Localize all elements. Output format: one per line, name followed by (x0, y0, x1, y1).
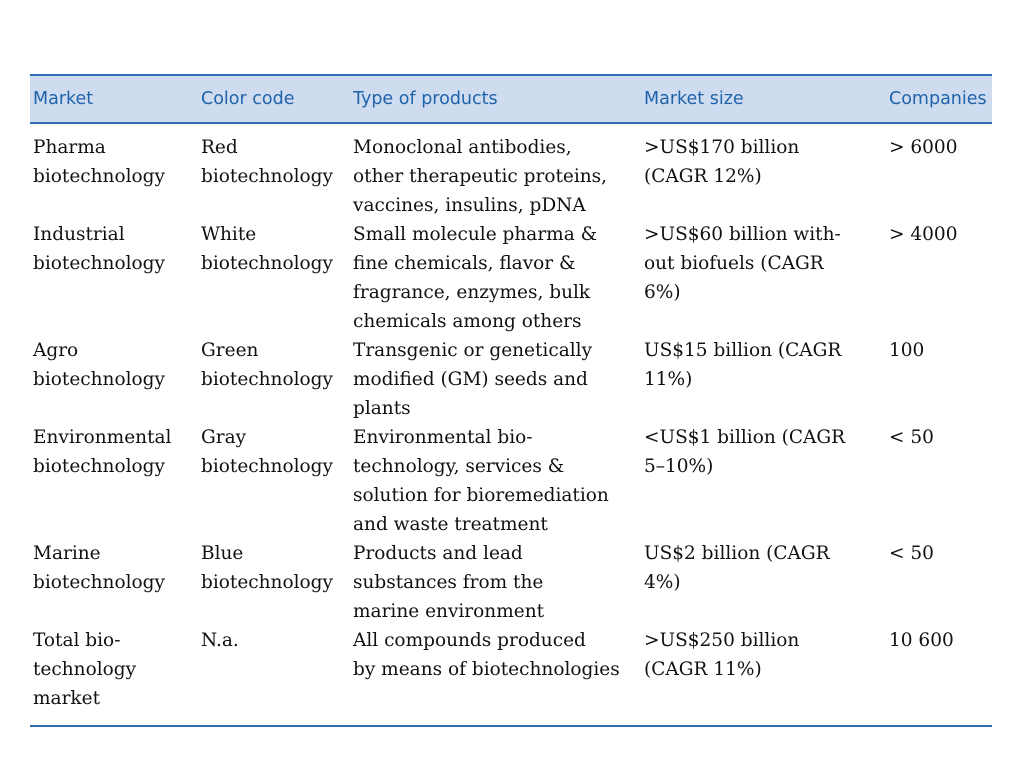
cell-products-text: Monoclonal antibodies, other therapeutic… (353, 137, 608, 216)
cell-companies: 100 (886, 336, 992, 423)
cell-market: Pharma biotechnology (30, 123, 198, 220)
cell-companies: > 6000 (886, 123, 992, 220)
cell-market-text: Marine biotechnology (33, 543, 165, 593)
table-row: Environmental biotechnology Gray biotech… (30, 423, 992, 539)
cell-market-text: Industrial biotechnology (33, 224, 165, 274)
cell-color-code: White biotechnology (198, 220, 350, 336)
cell-color-code-text: Red biotechnology (201, 137, 333, 187)
cell-companies-text: 100 (889, 340, 925, 361)
cell-color-code-text: Blue biotechnology (201, 543, 333, 593)
cell-market-size: >US$60 billion with- out biofuels (CAGR … (641, 220, 886, 336)
cell-market: Marine biotechnology (30, 539, 198, 626)
table-row: Pharma biotechnology Red biotechnology M… (30, 123, 992, 220)
table-header: Market Color code Type of products Marke… (30, 74, 992, 124)
cell-color-code: Green biotechnology (198, 336, 350, 423)
cell-market-text: Pharma biotechnology (33, 137, 165, 187)
cell-products-text: All compounds produced by means of biote… (353, 630, 620, 680)
cell-market-size-text: >US$60 billion with- out biofuels (CAGR … (644, 224, 841, 303)
cell-color-code: Gray biotechnology (198, 423, 350, 539)
table-row: Marine biotechnology Blue biotechnology … (30, 539, 992, 626)
cell-products-text: Environmental bio- technology, services … (353, 427, 609, 535)
cell-products: All compounds produced by means of biote… (350, 626, 641, 725)
cell-products-text: Small molecule pharma & fine chemicals, … (353, 224, 598, 332)
cell-companies: < 50 (886, 423, 992, 539)
cell-products-text: Transgenic or genetically modified (GM) … (353, 340, 593, 419)
cell-companies-text: > 6000 (889, 137, 958, 158)
header-row: Market Color code Type of products Marke… (30, 74, 992, 124)
cell-color-code-text: White biotechnology (201, 224, 333, 274)
header-market: Market (30, 74, 198, 124)
cell-products: Monoclonal antibodies, other therapeutic… (350, 123, 641, 220)
cell-market-text: Environmental biotechnology (33, 427, 172, 477)
cell-products: Products and lead substances from the ma… (350, 539, 641, 626)
cell-market: Environmental biotechnology (30, 423, 198, 539)
table-bottom-rule (30, 725, 992, 727)
cell-products-text: Products and lead substances from the ma… (353, 543, 545, 622)
header-color-code: Color code (198, 74, 350, 124)
cell-market-size: US$2 billion (CAGR 4%) (641, 539, 886, 626)
cell-color-code: Red biotechnology (198, 123, 350, 220)
cell-market-size-text: US$2 billion (CAGR 4%) (644, 543, 830, 593)
cell-market-size-text: >US$170 billion (CAGR 12%) (644, 137, 800, 187)
cell-market: Industrial biotechnology (30, 220, 198, 336)
cell-products: Transgenic or genetically modified (GM) … (350, 336, 641, 423)
cell-color-code: Blue biotechnology (198, 539, 350, 626)
cell-market-size-text: >US$250 billion (CAGR 11%) (644, 630, 800, 680)
header-companies: Companies (886, 74, 992, 124)
biotech-market-table: Market Color code Type of products Marke… (30, 74, 992, 725)
cell-market-size-text: <US$1 billion (CAGR 5–10%) (644, 427, 846, 477)
cell-color-code-text: N.a. (201, 630, 239, 651)
cell-companies-text: 10 600 (889, 630, 954, 651)
header-type-of-products: Type of products (350, 74, 641, 124)
cell-market-size: >US$250 billion (CAGR 11%) (641, 626, 886, 725)
cell-products: Small molecule pharma & fine chemicals, … (350, 220, 641, 336)
cell-market: Agro biotechnology (30, 336, 198, 423)
biotech-market-table-container: Market Color code Type of products Marke… (30, 74, 992, 727)
cell-market-size: >US$170 billion (CAGR 12%) (641, 123, 886, 220)
cell-market-size: US$15 billion (CAGR 11%) (641, 336, 886, 423)
table-row: Total bio- technology market N.a. All co… (30, 626, 992, 725)
table-row: Industrial biotechnology White biotechno… (30, 220, 992, 336)
cell-companies: < 50 (886, 539, 992, 626)
cell-companies-text: < 50 (889, 543, 934, 564)
table-body: Pharma biotechnology Red biotechnology M… (30, 123, 992, 725)
header-market-size: Market size (641, 74, 886, 124)
cell-products: Environmental bio- technology, services … (350, 423, 641, 539)
cell-color-code-text: Green biotechnology (201, 340, 333, 390)
table-row: Agro biotechnology Green biotechnology T… (30, 336, 992, 423)
cell-color-code: N.a. (198, 626, 350, 725)
cell-companies-text: < 50 (889, 427, 934, 448)
cell-market-text: Total bio- technology market (33, 630, 137, 709)
cell-companies: > 4000 (886, 220, 992, 336)
cell-market-size: <US$1 billion (CAGR 5–10%) (641, 423, 886, 539)
cell-market-size-text: US$15 billion (CAGR 11%) (644, 340, 842, 390)
cell-market-text: Agro biotechnology (33, 340, 165, 390)
cell-market: Total bio- technology market (30, 626, 198, 725)
cell-companies: 10 600 (886, 626, 992, 725)
cell-color-code-text: Gray biotechnology (201, 427, 333, 477)
cell-companies-text: > 4000 (889, 224, 958, 245)
